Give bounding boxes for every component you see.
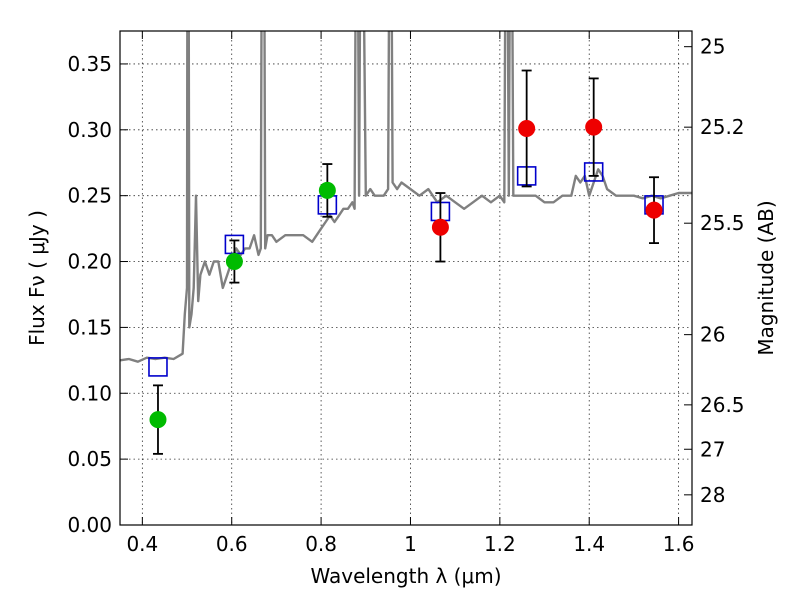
y2-tick-label: 26 xyxy=(700,323,725,347)
observed-nir-point xyxy=(431,218,449,236)
ticks: 0.4 0.6 0.8 1 1.2 1.4 1.6 0.00 0.05 0.10 0.15 0.20 0… xyxy=(67,31,745,556)
y-tick-label: 0.15 xyxy=(67,315,112,339)
y2-tick-label: 25.5 xyxy=(700,211,745,235)
y2-tick-label: 28 xyxy=(700,483,725,507)
y2-tick-label: 25.2 xyxy=(700,115,745,139)
y-tick-label: 0.35 xyxy=(67,52,112,76)
y2-tick-label: 25 xyxy=(700,35,725,59)
y-tick-label: 0.10 xyxy=(67,381,112,405)
observed-optical-point xyxy=(318,181,336,199)
x-tick-label: 1.2 xyxy=(484,532,516,556)
x-tick-label: 0.8 xyxy=(305,532,337,556)
observed-nir-point xyxy=(645,201,663,219)
observed-optical-point xyxy=(149,411,167,429)
y2-tick-label: 27 xyxy=(700,437,725,461)
y2-tick-label: 26.5 xyxy=(700,393,745,417)
observed-nir-point xyxy=(585,118,603,136)
x-tick-label: 1.6 xyxy=(663,532,695,556)
x-tick-label: 1.4 xyxy=(573,532,605,556)
y-tick-label: 0.25 xyxy=(67,184,112,208)
x-tick-label: 1 xyxy=(404,532,417,556)
observed-optical-point xyxy=(225,253,243,271)
y-tick-label: 0.30 xyxy=(67,118,112,142)
x-tick-label: 0.6 xyxy=(216,532,248,556)
x-axis-label: Wavelength λ (μm) xyxy=(310,564,501,588)
series-layer xyxy=(120,31,692,455)
plot-frame xyxy=(119,30,693,526)
observed-nir-point xyxy=(518,119,536,137)
y2-axis-label: Magnitude (AB) xyxy=(754,200,778,355)
x-tick-label: 0.4 xyxy=(126,532,158,556)
y-tick-label: 0.00 xyxy=(67,513,112,537)
model-spectrum-line xyxy=(120,31,692,363)
y-tick-label: 0.05 xyxy=(67,447,112,471)
model-band-square xyxy=(148,357,168,377)
y-tick-label: 0.20 xyxy=(67,250,112,274)
plot-background xyxy=(120,31,692,525)
y-axis-label: Flux Fν ( μJy ) xyxy=(25,210,49,346)
